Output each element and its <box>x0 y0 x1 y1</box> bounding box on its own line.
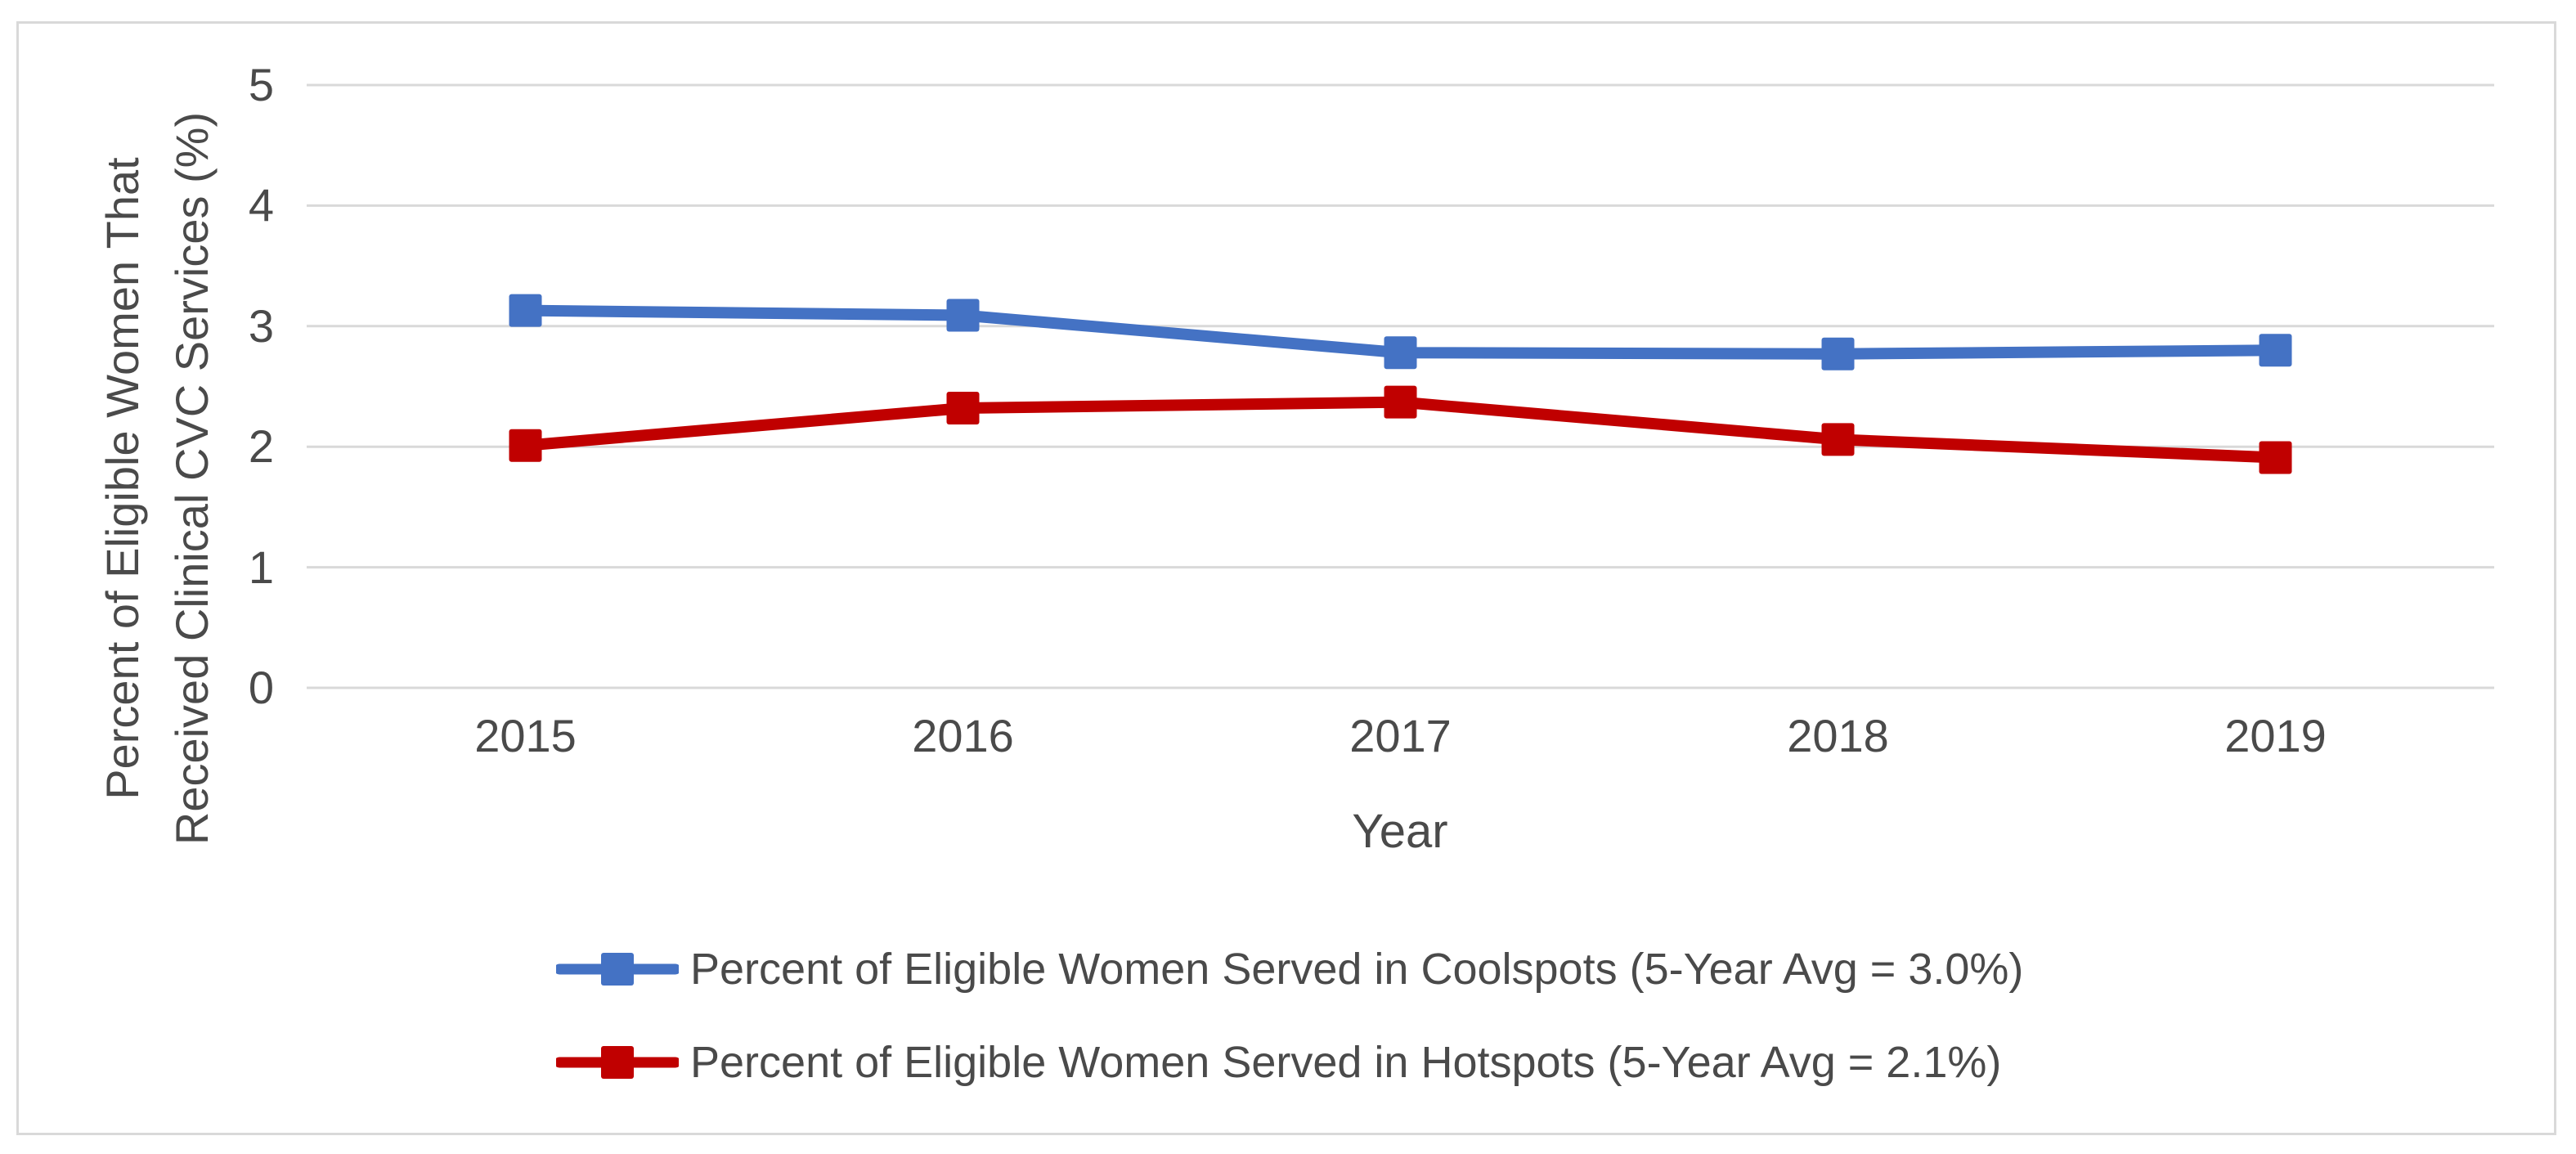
x-tick-label: 2016 <box>912 710 1014 761</box>
legend-entry: Percent of Eligible Women Served in Hots… <box>556 1034 2023 1091</box>
y-tick-label: 0 <box>248 662 274 713</box>
legend: Percent of Eligible Women Served in Cool… <box>556 941 2023 1091</box>
data-point <box>1821 337 1855 370</box>
chart-border <box>16 21 2556 1135</box>
x-tick-label: 2015 <box>474 710 577 761</box>
y-axis-title: Percent of Eligible Women That Received … <box>88 0 227 969</box>
x-axis-title: Year <box>1352 805 1448 858</box>
y-tick-label: 3 <box>248 299 274 352</box>
data-point <box>946 392 980 425</box>
legend-marker-icon <box>556 1046 679 1079</box>
data-point <box>946 299 980 332</box>
data-point <box>509 429 542 462</box>
y-tick-label: 1 <box>248 541 274 593</box>
legend-label: Percent of Eligible Women Served in Hots… <box>690 1038 2002 1087</box>
data-point <box>2259 441 2292 474</box>
y-tick-label: 5 <box>248 59 274 110</box>
y-tick-label: 2 <box>248 420 274 473</box>
legend-entry: Percent of Eligible Women Served in Cool… <box>556 941 2023 998</box>
y-axis-title-line2: Received Clinical CVC Services (%) <box>166 111 218 846</box>
data-point <box>1821 423 1855 456</box>
data-point <box>509 294 542 327</box>
data-point <box>1384 336 1417 370</box>
legend-label: Percent of Eligible Women Served in Cool… <box>690 945 2024 994</box>
data-point <box>2259 334 2292 367</box>
x-tick-label: 2017 <box>1349 710 1452 761</box>
legend-marker-icon <box>556 953 679 986</box>
x-tick-label: 2018 <box>1787 710 1889 761</box>
y-tick-label: 4 <box>248 179 274 231</box>
x-tick-label: 2019 <box>2224 710 2327 761</box>
y-axis-title-line1: Percent of Eligible Women That <box>96 157 148 800</box>
data-point <box>1384 385 1417 419</box>
